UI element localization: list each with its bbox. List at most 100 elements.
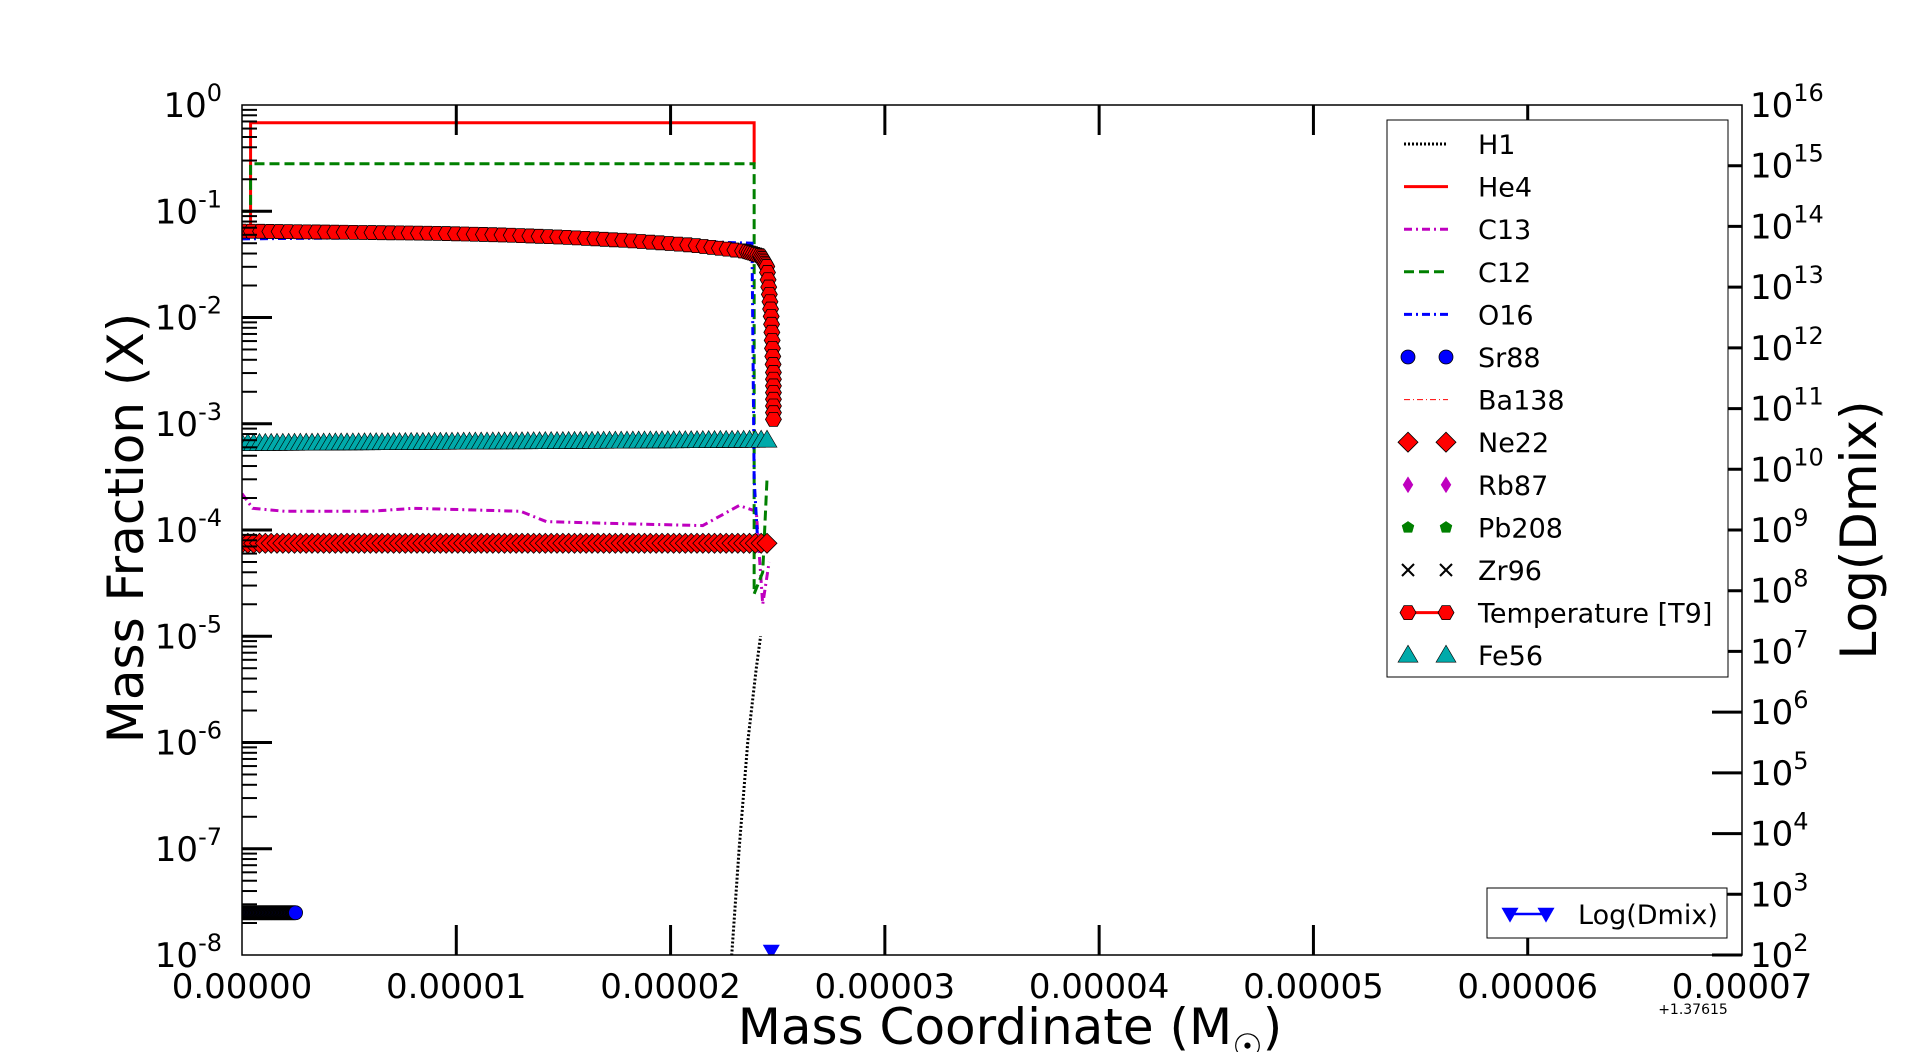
legend-item-h1: H1 bbox=[1404, 130, 1515, 161]
legend-swatch-marker bbox=[1438, 349, 1454, 365]
legend-swatch-marker bbox=[1401, 563, 1415, 577]
y2-tick-label: 1012 bbox=[1750, 322, 1824, 369]
series-h1 bbox=[730, 636, 763, 955]
plot-frame bbox=[241, 104, 1743, 956]
legend-label: Ne22 bbox=[1478, 428, 1549, 459]
legend-label: C12 bbox=[1478, 258, 1531, 289]
legend-swatch-marker-b bbox=[1401, 563, 1415, 577]
legend-item-pb208: Pb208 bbox=[1401, 513, 1563, 544]
legend-swatch-marker bbox=[1399, 605, 1417, 620]
series-fe56 bbox=[242, 429, 778, 451]
series-temperature-t9 bbox=[242, 223, 782, 427]
x-tick-label: 0.00007 bbox=[1672, 967, 1813, 1007]
y-tick-label: 10-6 bbox=[155, 717, 222, 764]
legend-swatch-marker-b bbox=[1439, 563, 1453, 577]
data-point-sr88 bbox=[288, 905, 303, 921]
x-offset-label: +1.37615 bbox=[1658, 1002, 1728, 1018]
x-tick-label: 0.00006 bbox=[1457, 967, 1598, 1007]
legend-label: O16 bbox=[1478, 300, 1534, 331]
legend-item-c13: C13 bbox=[1404, 215, 1531, 246]
y2-tick-label: 107 bbox=[1750, 625, 1809, 672]
legend-label: C13 bbox=[1478, 215, 1531, 246]
legend-swatch-marker bbox=[1439, 563, 1453, 577]
legend-item-rb87: Rb87 bbox=[1402, 471, 1548, 502]
legend-swatch-marker bbox=[1439, 521, 1453, 533]
data-point-log-dmix bbox=[762, 944, 780, 955]
legend-label: H1 bbox=[1478, 130, 1515, 161]
legend-label: Fe56 bbox=[1478, 641, 1543, 672]
y2-tick-label: 105 bbox=[1750, 747, 1809, 794]
y2-tick-label: 1014 bbox=[1750, 200, 1824, 247]
y-axis-label: Mass Fraction (X) bbox=[97, 313, 155, 744]
legend-item-zr96: Zr96 bbox=[1401, 556, 1542, 587]
y2-axis-label: Log(Dmix) bbox=[1830, 400, 1888, 659]
series-log-dmix bbox=[762, 944, 780, 955]
y2-tick-label: 102 bbox=[1750, 929, 1809, 976]
y-tick-label: 10-1 bbox=[155, 185, 222, 232]
y2-tick-label: 1011 bbox=[1750, 383, 1824, 430]
legend-swatch-marker bbox=[1402, 476, 1414, 494]
y2-tick-label: 1013 bbox=[1750, 261, 1824, 308]
legend-swatch-marker bbox=[1501, 907, 1519, 923]
y-tick-label: 100 bbox=[163, 79, 222, 126]
y2-tick-label: 103 bbox=[1750, 868, 1809, 915]
ticks-layer: 0.00000 0.00001 0.00002 0.00003 0.00004 0.000… bbox=[155, 79, 1824, 1007]
legend-swatch-marker bbox=[1397, 431, 1419, 453]
y2-tick-label: 104 bbox=[1750, 808, 1809, 855]
y-tick-label: 10-2 bbox=[155, 292, 222, 339]
data-point-temperature-t9 bbox=[764, 411, 782, 427]
y-tick-label: 10-4 bbox=[155, 504, 222, 551]
legend-frame bbox=[1386, 119, 1729, 678]
legend-label: Rb87 bbox=[1478, 471, 1548, 502]
x-axis-label: Mass Coordinate (M☉) bbox=[738, 998, 1282, 1052]
y2-tick-label: 108 bbox=[1750, 565, 1809, 612]
y2-tick-label: 106 bbox=[1750, 686, 1809, 733]
legend-label: He4 bbox=[1478, 173, 1532, 204]
y2-tick-label: 1010 bbox=[1750, 443, 1824, 490]
legend-item-ne22: Ne22 bbox=[1397, 428, 1549, 459]
y2-tick-label: 1015 bbox=[1750, 140, 1824, 187]
legend-label: Temperature [T9] bbox=[1477, 599, 1712, 630]
legend-swatch-marker bbox=[1435, 644, 1457, 663]
series-sr88 bbox=[242, 905, 303, 921]
legend-item-c12: C12 bbox=[1404, 258, 1531, 289]
legend-swatch-marker bbox=[1401, 521, 1415, 533]
legend: H1 He4 C13 C12 O16 Sr88 Ba138 Ne22 Rb87 Pb208 Zr96… bbox=[1386, 119, 1729, 678]
y-tick-label: 10-5 bbox=[155, 610, 222, 657]
x-tick-label: 0.00002 bbox=[600, 967, 741, 1007]
data-point-ne22 bbox=[756, 532, 778, 554]
legend-item-o16: O16 bbox=[1404, 300, 1534, 331]
legend-label: Sr88 bbox=[1478, 343, 1541, 374]
legend-label: Log(Dmix) bbox=[1578, 900, 1718, 931]
x-tick-label: 0.00001 bbox=[386, 967, 527, 1007]
x-tick-label: 0.00003 bbox=[815, 967, 956, 1007]
legend-label: Pb208 bbox=[1478, 513, 1563, 544]
y2-tick-label: 109 bbox=[1750, 504, 1809, 551]
data-point-fe56 bbox=[756, 429, 778, 448]
y-tick-label: 10-8 bbox=[155, 929, 222, 976]
legend-swatch-marker bbox=[1537, 907, 1555, 923]
legend-item-sr88: Sr88 bbox=[1400, 343, 1541, 374]
legend-swatch-marker bbox=[1400, 349, 1416, 365]
legend-secondary: Log(Dmix) bbox=[1486, 887, 1728, 939]
legend-item-he4: He4 bbox=[1404, 173, 1532, 204]
legend-label: Ba138 bbox=[1478, 386, 1565, 417]
y-tick-label: 10-7 bbox=[155, 823, 222, 870]
legend-swatch-marker bbox=[1435, 431, 1457, 453]
legend-item-temperature-t9: Temperature [T9] bbox=[1399, 599, 1712, 630]
legend-swatch-marker bbox=[1440, 476, 1452, 494]
legend-item-fe56: Fe56 bbox=[1397, 641, 1543, 672]
y-tick-label: 10-3 bbox=[155, 398, 222, 445]
legend-label: Zr96 bbox=[1478, 556, 1542, 587]
legend-item-log-dmix: Log(Dmix) bbox=[1501, 900, 1718, 931]
y2-tick-label: 1016 bbox=[1750, 79, 1824, 126]
legend-item-ba138: Ba138 bbox=[1404, 386, 1565, 417]
series-ne22 bbox=[242, 532, 778, 554]
series-line-h1 bbox=[730, 636, 763, 955]
x-tick-label: 0.00005 bbox=[1243, 967, 1384, 1007]
x-tick-label: 0.00000 bbox=[172, 967, 313, 1007]
legend-swatch-marker bbox=[1437, 605, 1455, 620]
series-layer bbox=[242, 121, 782, 955]
x-tick-label: 0.00004 bbox=[1029, 967, 1170, 1007]
